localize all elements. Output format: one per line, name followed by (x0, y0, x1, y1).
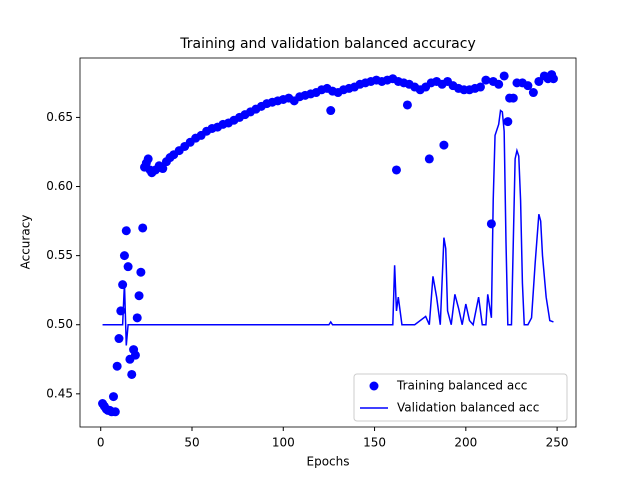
training-point (326, 106, 336, 116)
training-point (136, 267, 146, 277)
training-point (534, 76, 544, 86)
training-point (486, 219, 496, 229)
y-tick-label: 0.55 (46, 248, 73, 262)
x-tick-label: 200 (454, 436, 477, 450)
training-point (391, 165, 401, 175)
training-point (548, 74, 558, 84)
x-tick-label: 0 (97, 436, 105, 450)
y-tick-label: 0.60 (46, 179, 73, 193)
training-point (143, 154, 153, 164)
x-tick-label: 100 (272, 436, 295, 450)
training-point (130, 350, 140, 360)
training-point (475, 82, 485, 92)
training-point (138, 223, 148, 233)
training-point (132, 313, 142, 323)
validation-line (102, 109, 554, 346)
training-point (402, 100, 412, 110)
training-point (127, 369, 137, 379)
legend-box (353, 373, 568, 422)
y-tick-label: 0.50 (46, 317, 73, 331)
x-tick-label: 250 (546, 436, 569, 450)
chart-title: Training and validation balanced accurac… (179, 36, 475, 52)
training-point (503, 117, 513, 127)
training-point (121, 226, 131, 236)
training-point (523, 81, 533, 91)
x-axis-label: Epochs (307, 455, 350, 469)
legend-label: Training balanced acc (396, 379, 527, 393)
x-tick-label: 150 (363, 436, 386, 450)
plot-frame (79, 57, 577, 428)
y-tick-label: 0.45 (46, 386, 73, 400)
training-point (158, 164, 168, 174)
training-point (119, 251, 129, 261)
training-point (439, 140, 449, 150)
training-point (134, 291, 144, 301)
training-point (112, 361, 122, 371)
training-point (481, 75, 491, 85)
training-point (494, 79, 504, 89)
legend-label: Validation balanced acc (397, 401, 539, 415)
y-axis-label: Accuracy (19, 215, 33, 270)
y-tick-label: 0.65 (46, 110, 73, 124)
x-tick-label: 50 (184, 436, 199, 450)
training-point (424, 154, 434, 164)
training-point (528, 88, 538, 98)
training-point (123, 262, 133, 272)
training-point (508, 93, 518, 103)
training-point (114, 334, 124, 344)
training-point (499, 71, 509, 81)
training-point (110, 407, 120, 417)
legend-marker (369, 381, 379, 391)
training-point (118, 280, 128, 290)
training-point (108, 392, 118, 402)
